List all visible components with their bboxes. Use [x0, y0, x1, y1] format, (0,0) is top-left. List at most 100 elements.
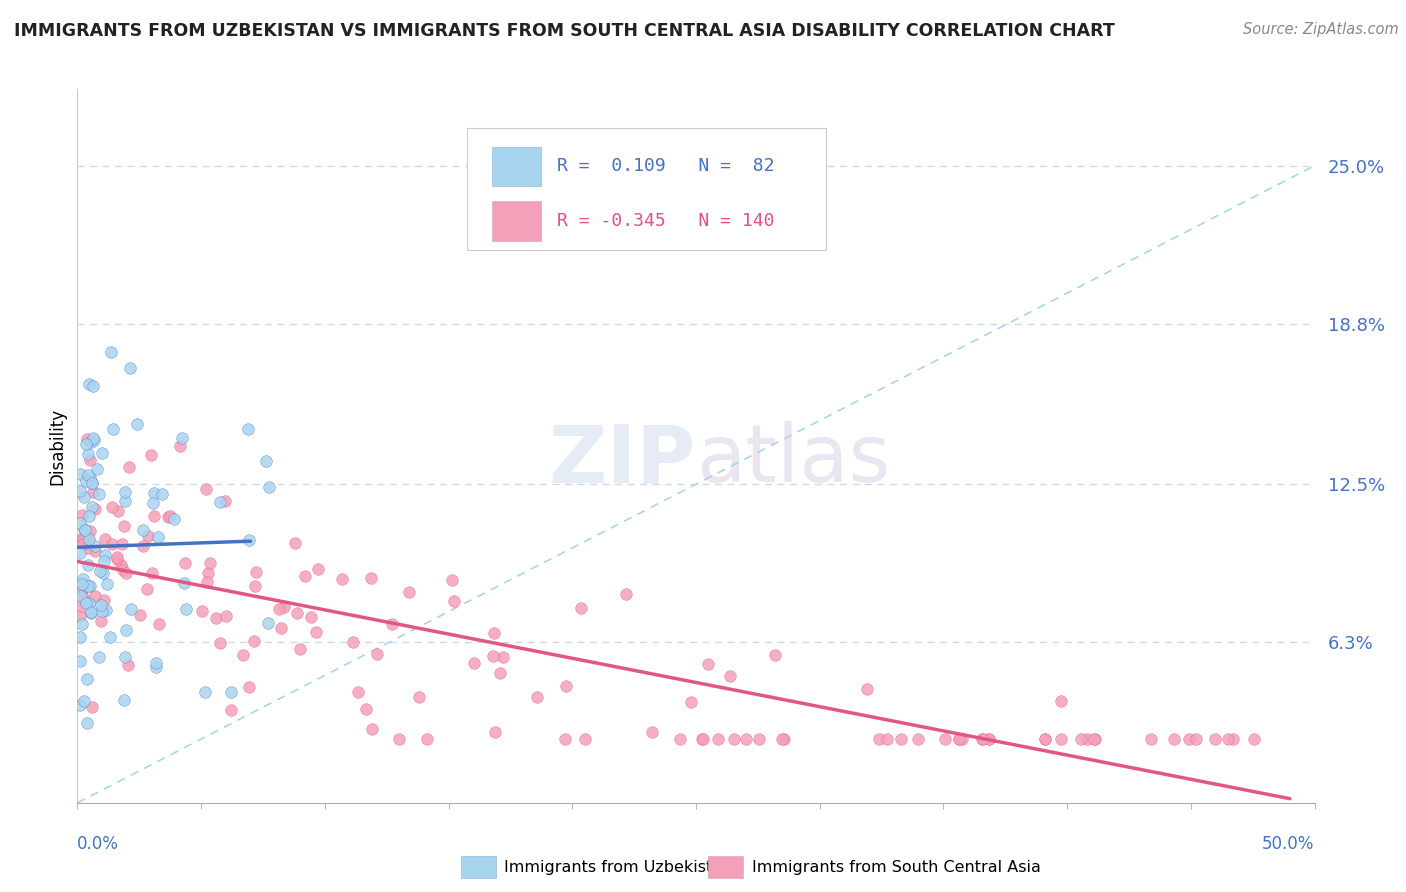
Point [79, 579, 101, 593]
Point [120, 360, 142, 375]
Point [84, 543, 107, 558]
Point [1070, 732, 1092, 747]
Point [90, 614, 112, 628]
Point [150, 487, 173, 501]
Point [763, 648, 786, 663]
Point [86, 462, 108, 476]
Point [554, 732, 576, 747]
Point [868, 732, 890, 747]
Point [1185, 732, 1208, 747]
Point [288, 642, 311, 657]
Point [76, 541, 98, 556]
Point [856, 681, 879, 696]
Point [83, 433, 105, 447]
Point [238, 680, 260, 694]
Point [118, 459, 141, 474]
Point [692, 732, 714, 747]
Point [554, 679, 576, 693]
Text: Source: ZipAtlas.com: Source: ZipAtlas.com [1243, 22, 1399, 37]
Point [1163, 732, 1185, 747]
Point [232, 648, 254, 663]
Point [890, 732, 912, 747]
Point [174, 556, 197, 570]
Point [69, 467, 91, 481]
Point [748, 732, 770, 747]
Point [77, 508, 100, 523]
Point [96, 577, 118, 591]
Point [77, 467, 100, 482]
Point [79, 470, 101, 484]
Point [284, 536, 307, 550]
Point [697, 657, 720, 671]
Point [219, 703, 242, 717]
Point [388, 732, 411, 747]
Point [287, 606, 309, 620]
Point [83, 589, 105, 603]
FancyBboxPatch shape [492, 202, 541, 241]
Point [98, 630, 121, 644]
Point [90, 446, 112, 460]
Point [1049, 732, 1071, 747]
Point [159, 509, 181, 524]
Point [214, 494, 236, 508]
Point [79, 453, 101, 467]
Point [1033, 732, 1056, 747]
Point [972, 732, 994, 747]
Point [115, 566, 138, 580]
Point [76, 474, 98, 488]
Point [142, 496, 165, 510]
Point [94, 548, 117, 562]
Point [114, 494, 136, 508]
Point [110, 558, 132, 573]
Point [526, 690, 548, 705]
Point [209, 495, 232, 509]
Point [979, 732, 1001, 747]
Point [145, 657, 167, 671]
Point [174, 601, 197, 615]
Point [194, 685, 217, 699]
Point [305, 625, 328, 640]
Point [101, 500, 124, 515]
Point [129, 607, 152, 622]
Text: R =  0.109   N =  82: R = 0.109 N = 82 [557, 157, 775, 175]
Point [907, 732, 929, 747]
Point [80, 475, 103, 490]
FancyBboxPatch shape [709, 856, 742, 878]
Point [70, 508, 93, 523]
Point [70, 616, 93, 631]
Point [361, 722, 384, 736]
Text: Immigrants from South Central Asia: Immigrants from South Central Asia [752, 860, 1040, 874]
Point [191, 604, 214, 618]
Point [125, 417, 148, 431]
Point [136, 582, 159, 597]
Point [1076, 732, 1098, 747]
Point [114, 624, 136, 638]
Text: IMMIGRANTS FROM UZBEKISTAN VS IMMIGRANTS FROM SOUTH CENTRAL ASIA DISABILITY CORR: IMMIGRANTS FROM UZBEKISTAN VS IMMIGRANTS… [14, 22, 1115, 40]
Text: R = -0.345   N = 140: R = -0.345 N = 140 [557, 212, 775, 230]
FancyBboxPatch shape [467, 128, 825, 250]
Point [143, 508, 166, 523]
Point [723, 732, 745, 747]
Point [718, 668, 741, 682]
Point [1216, 732, 1239, 747]
Point [169, 439, 191, 453]
Point [236, 422, 259, 436]
Point [273, 599, 295, 614]
Point [463, 657, 485, 671]
Point [366, 647, 388, 661]
Point [87, 487, 110, 501]
Point [172, 431, 194, 445]
Point [773, 732, 796, 747]
Point [112, 519, 135, 533]
Point [197, 575, 219, 590]
Point [76, 532, 98, 546]
Point [89, 564, 111, 578]
Point [107, 504, 129, 518]
Point [148, 617, 170, 632]
Point [80, 700, 103, 714]
Point [82, 431, 104, 445]
Point [208, 636, 231, 650]
Point [443, 593, 465, 607]
Point [69, 653, 91, 667]
Point [114, 484, 136, 499]
